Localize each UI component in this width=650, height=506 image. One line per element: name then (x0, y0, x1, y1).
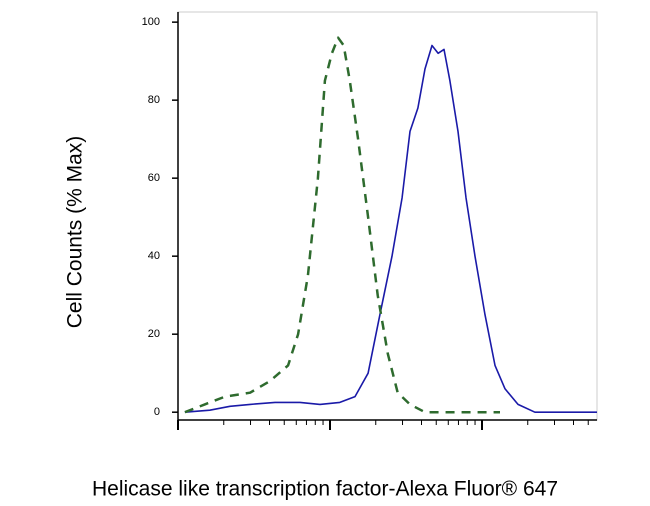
x-axis-title: Helicase like transcription factor-Alexa… (92, 478, 558, 501)
y-tick-label: 80 (148, 94, 160, 106)
series-line (184, 36, 500, 414)
y-tick-label: 100 (142, 16, 160, 28)
y-axis-title: Cell Counts (% Max) (64, 136, 87, 329)
plot-frame (177, 11, 598, 421)
series-line (184, 44, 597, 414)
y-tick-label: 60 (148, 172, 160, 184)
y-tick-label: 20 (148, 328, 160, 340)
y-tick-label: 0 (154, 406, 160, 418)
y-tick-label: 40 (148, 250, 160, 262)
